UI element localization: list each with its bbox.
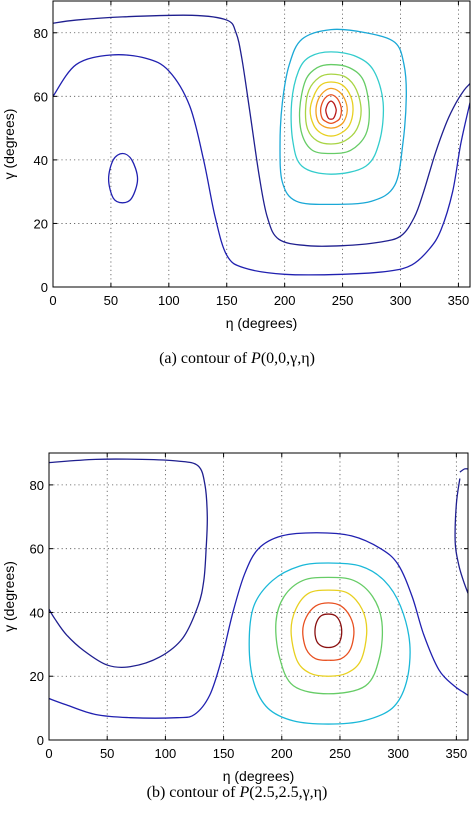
contour-line-2 bbox=[107, 152, 139, 204]
x-tick-label-0: 0 bbox=[45, 746, 52, 761]
chart-panel-a: 0 50 100 150 200 250 300 350 0 20 40 60 80 η (degrees… bbox=[0, 0, 474, 400]
contour-line-4 bbox=[248, 562, 411, 725]
x-tick-label-7: 350 bbox=[448, 293, 470, 308]
x-tick-label-4: 200 bbox=[271, 746, 293, 761]
y-tick-label-0: 0 bbox=[41, 280, 48, 295]
x-tick-label-2: 100 bbox=[158, 293, 180, 308]
caption-b-args: (2.5,2.5,γ,η) bbox=[249, 784, 328, 801]
y-axis-label: γ (degrees) bbox=[1, 109, 17, 180]
y-tick-label-2: 40 bbox=[30, 605, 44, 620]
x-tick-label-5: 250 bbox=[332, 293, 354, 308]
contour-line-7 bbox=[309, 81, 354, 137]
contour-line-7 bbox=[302, 602, 355, 661]
contour-chart-a: 0 50 100 150 200 250 300 350 0 20 40 60 80 η (degrees… bbox=[1, 0, 471, 331]
contour-line-6 bbox=[304, 73, 362, 145]
contour-line-5 bbox=[275, 576, 384, 695]
contour-line-0 bbox=[53, 14, 470, 247]
y-tick-label-3: 60 bbox=[34, 89, 48, 104]
y-tick-label-4: 80 bbox=[34, 26, 48, 41]
contour-line-0 bbox=[49, 458, 208, 669]
x-axis-label: η (degrees) bbox=[226, 315, 298, 331]
y-axis-label: γ (degrees) bbox=[1, 561, 17, 632]
y-tick-label-0: 0 bbox=[37, 733, 44, 748]
contour-line-6 bbox=[290, 589, 368, 677]
contour-line-1 bbox=[53, 54, 470, 276]
caption-a-fn: P bbox=[251, 350, 261, 367]
caption-b-fn: P bbox=[239, 784, 250, 801]
chart-panel-b: 0 50 100 150 200 250 300 350 0 20 40 60 80 η (degrees… bbox=[0, 430, 474, 825]
contour-line-9 bbox=[319, 94, 343, 124]
x-tick-label-2: 100 bbox=[155, 746, 177, 761]
caption-a-prefix: (a) contour of bbox=[159, 350, 252, 367]
contour-chart-b: 0 50 100 150 200 250 300 350 0 20 40 60 80 η (degrees… bbox=[1, 452, 469, 784]
contour-line-10 bbox=[325, 100, 337, 120]
y-tick-label-1: 20 bbox=[34, 216, 48, 231]
caption-b-prefix: (b) contour of bbox=[146, 784, 240, 801]
y-tick-label-3: 60 bbox=[30, 542, 44, 557]
x-tick-label-0: 0 bbox=[49, 293, 56, 308]
contour-line-1 bbox=[459, 468, 468, 473]
x-axis-label: η (degrees) bbox=[223, 768, 295, 784]
x-tick-label-6: 300 bbox=[387, 746, 409, 761]
caption-a: (a) contour of P(0,0,γ,η) bbox=[0, 350, 474, 368]
x-tick-label-7: 350 bbox=[446, 746, 468, 761]
x-tick-label-6: 300 bbox=[390, 293, 412, 308]
x-tick-label-4: 200 bbox=[274, 293, 296, 308]
contour-line-8 bbox=[314, 613, 343, 649]
y-tick-label-2: 40 bbox=[34, 153, 48, 168]
plot-frame bbox=[48, 452, 469, 741]
contour-line-4 bbox=[290, 51, 385, 175]
caption-a-args: (0,0,γ,η) bbox=[260, 350, 315, 367]
caption-b: (b) contour of P(2.5,2.5,γ,η) bbox=[0, 784, 474, 802]
y-tick-label-4: 80 bbox=[30, 478, 44, 493]
x-tick-label-1: 50 bbox=[104, 293, 118, 308]
contour-line-2 bbox=[454, 478, 468, 594]
x-tick-label-1: 50 bbox=[100, 746, 114, 761]
y-tick-label-1: 20 bbox=[30, 669, 44, 684]
plot-frame bbox=[52, 0, 471, 288]
contour-line-5 bbox=[298, 63, 370, 155]
contour-line-3 bbox=[279, 28, 407, 206]
contour-line-3 bbox=[49, 532, 468, 719]
contour-line-8 bbox=[315, 87, 348, 129]
x-tick-label-5: 250 bbox=[329, 746, 351, 761]
x-tick-label-3: 150 bbox=[213, 746, 235, 761]
x-tick-label-3: 150 bbox=[216, 293, 238, 308]
